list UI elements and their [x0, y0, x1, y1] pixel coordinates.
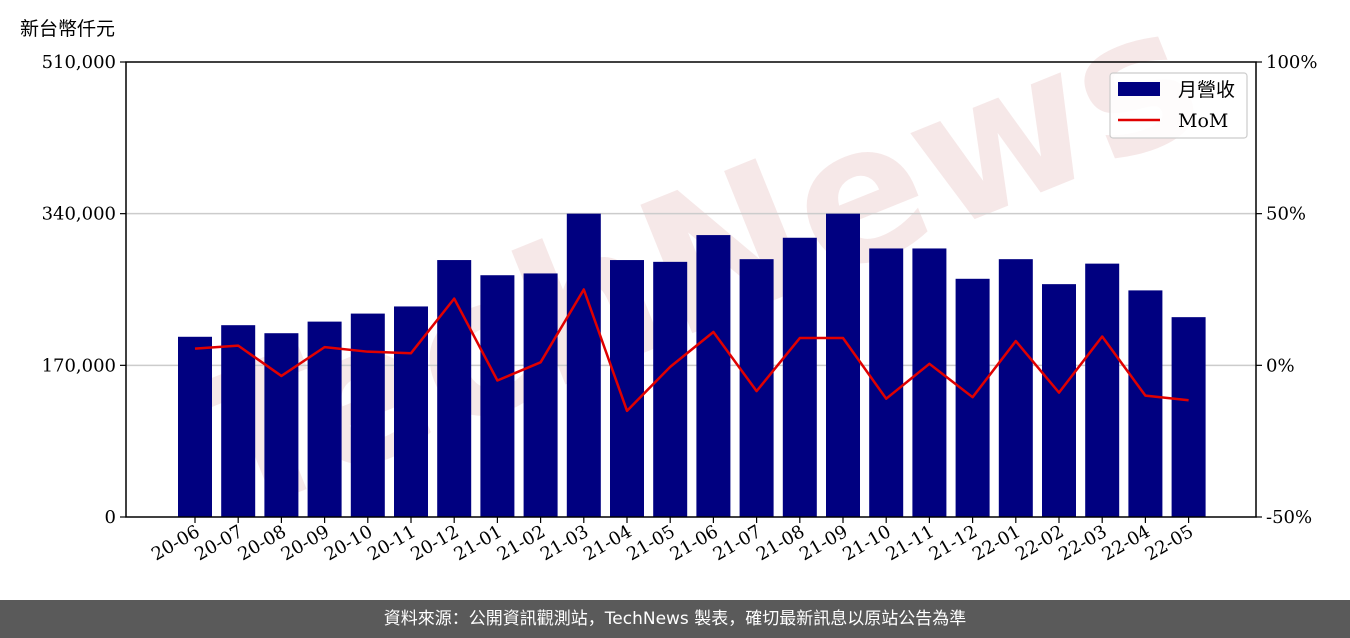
revenue-chart: TechNews0170,000340,000510,000-50%0%50%1… — [42, 0, 1318, 565]
bar — [826, 213, 860, 517]
x-tick-label: 22-01 — [969, 521, 1024, 565]
legend-label-mom: MoM — [1178, 110, 1228, 132]
x-tick-label: 21-02 — [494, 521, 549, 565]
x-tick-label: 21-10 — [839, 521, 894, 565]
x-tick-label: 21-09 — [796, 521, 851, 565]
x-tick-label: 21-03 — [537, 521, 592, 565]
bar — [1128, 290, 1163, 517]
x-tick-label: 21-06 — [666, 521, 721, 565]
bar — [307, 321, 342, 517]
bar — [1085, 263, 1120, 517]
x-tick-label: 20-07 — [191, 521, 246, 565]
x-tick-label: 20-11 — [364, 521, 419, 565]
bar — [610, 260, 644, 517]
y-right-tick-label: 100% — [1266, 52, 1317, 73]
bar — [264, 333, 299, 517]
x-tick-label: 21-04 — [580, 521, 635, 565]
x-tick-label: 20-12 — [407, 521, 462, 565]
bar — [566, 213, 601, 517]
chart-area: 新台幣仟元 TechNews 0 170,000 340,000 510,000 -50%… — [20, 0, 1318, 565]
bar — [912, 248, 947, 517]
bar — [350, 313, 385, 517]
x-tick-label: 22-02 — [1012, 521, 1067, 565]
plot-frame — [125, 61, 1257, 518]
bar — [739, 259, 774, 517]
bar — [394, 306, 428, 517]
bar — [437, 260, 472, 517]
x-tick-label: 21-05 — [623, 521, 678, 565]
y-right-tick-label: 50% — [1266, 204, 1306, 225]
bar — [1171, 317, 1206, 517]
legend-swatch-bar — [1118, 82, 1160, 96]
x-tick-label: 22-03 — [1055, 521, 1110, 565]
x-tick-label: 21-01 — [450, 521, 505, 565]
y-left-tick-label: 170,000 — [42, 355, 116, 376]
bar — [696, 235, 731, 517]
x-tick-label: 20-06 — [148, 521, 203, 565]
bar — [523, 273, 558, 517]
y-left-tick-label: 340,000 — [42, 204, 116, 225]
bar — [998, 259, 1033, 517]
x-tick-label: 21-07 — [710, 521, 765, 565]
bar — [1042, 284, 1076, 517]
bar — [782, 237, 817, 518]
bar — [480, 275, 515, 517]
legend-label-revenue: 月營收 — [1178, 79, 1235, 101]
y-left-tick-label: 0 — [105, 507, 116, 528]
bar — [653, 261, 688, 517]
y-right-tick-label: -50% — [1266, 507, 1312, 528]
x-tick-label: 21-08 — [753, 521, 808, 565]
y-left-tick-label: 510,000 — [42, 52, 116, 73]
y-right-tick-label: 0% — [1266, 355, 1295, 376]
y-axis-unit-label: 新台幣仟元 — [20, 18, 116, 40]
x-tick-label: 22-05 — [1142, 521, 1197, 565]
x-tick-label: 21-11 — [882, 521, 937, 565]
x-tick-label: 22-04 — [1098, 521, 1153, 565]
source-footer: 資料來源：公開資訊觀測站，TechNews 製表，確切最新訊息以原站公告為準 — [0, 600, 1350, 638]
x-tick-label: 21-12 — [926, 521, 981, 565]
mom-line — [194, 288, 1189, 413]
bar — [178, 336, 212, 517]
bar — [221, 325, 256, 517]
